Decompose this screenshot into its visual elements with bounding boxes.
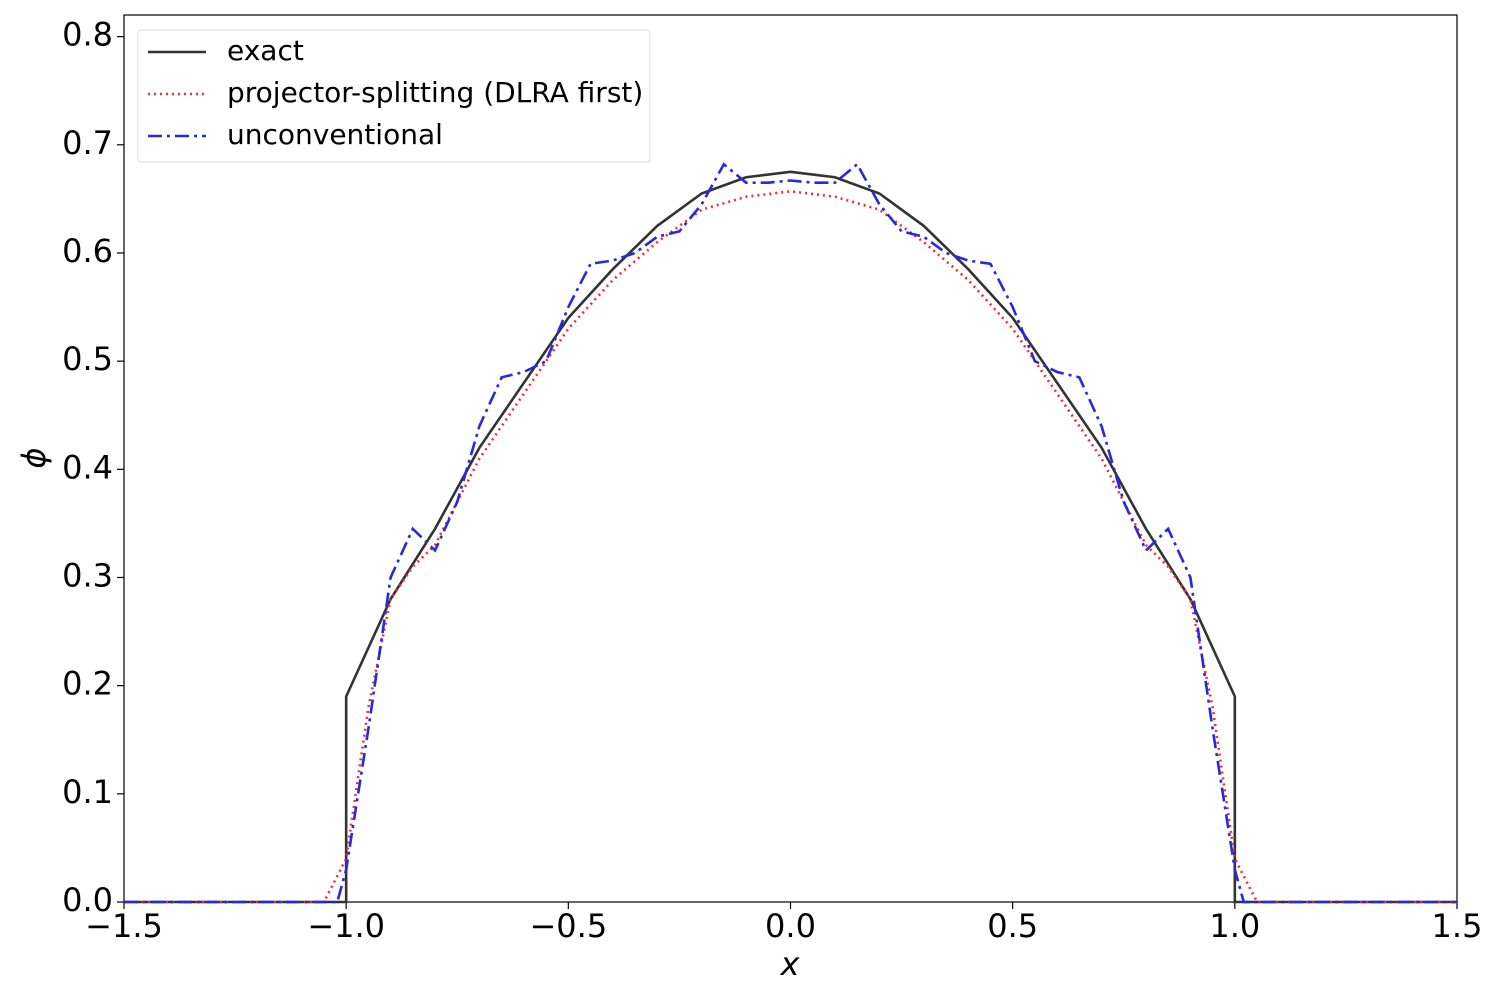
y-tick-label: 0.0 — [62, 881, 113, 919]
data-line — [124, 170, 1457, 904]
y-tick-label: 0.1 — [62, 773, 113, 811]
x-tick-label: −1.5 — [85, 907, 163, 945]
y-tick-label: 0.8 — [62, 16, 113, 54]
y-tick-label: 0.5 — [62, 340, 113, 378]
x-tick-label: −1.0 — [307, 907, 385, 945]
data-line — [124, 190, 1457, 904]
legend-box — [137, 29, 651, 163]
x-tick-label: 1.5 — [1432, 907, 1483, 945]
y-axis-label: ϕ — [15, 447, 53, 468]
legend-label: exact — [227, 34, 304, 67]
x-tick-label: 0.5 — [987, 907, 1038, 945]
x-axis-label: x — [780, 945, 801, 983]
y-tick-label: 0.6 — [62, 232, 113, 270]
x-tick-label: 1.0 — [1209, 907, 1260, 945]
legend-label: projector-splitting (DLRA first) — [227, 76, 643, 109]
y-tick-label: 0.7 — [62, 124, 113, 162]
data-line — [124, 162, 1457, 904]
x-tick-label: −0.5 — [529, 907, 607, 945]
x-tick-label: 0.0 — [765, 907, 816, 945]
y-tick-label: 0.2 — [62, 665, 113, 703]
y-tick-label: 0.3 — [62, 556, 113, 594]
y-tick-label: 0.4 — [62, 448, 113, 486]
legend-label: unconventional — [227, 118, 443, 151]
